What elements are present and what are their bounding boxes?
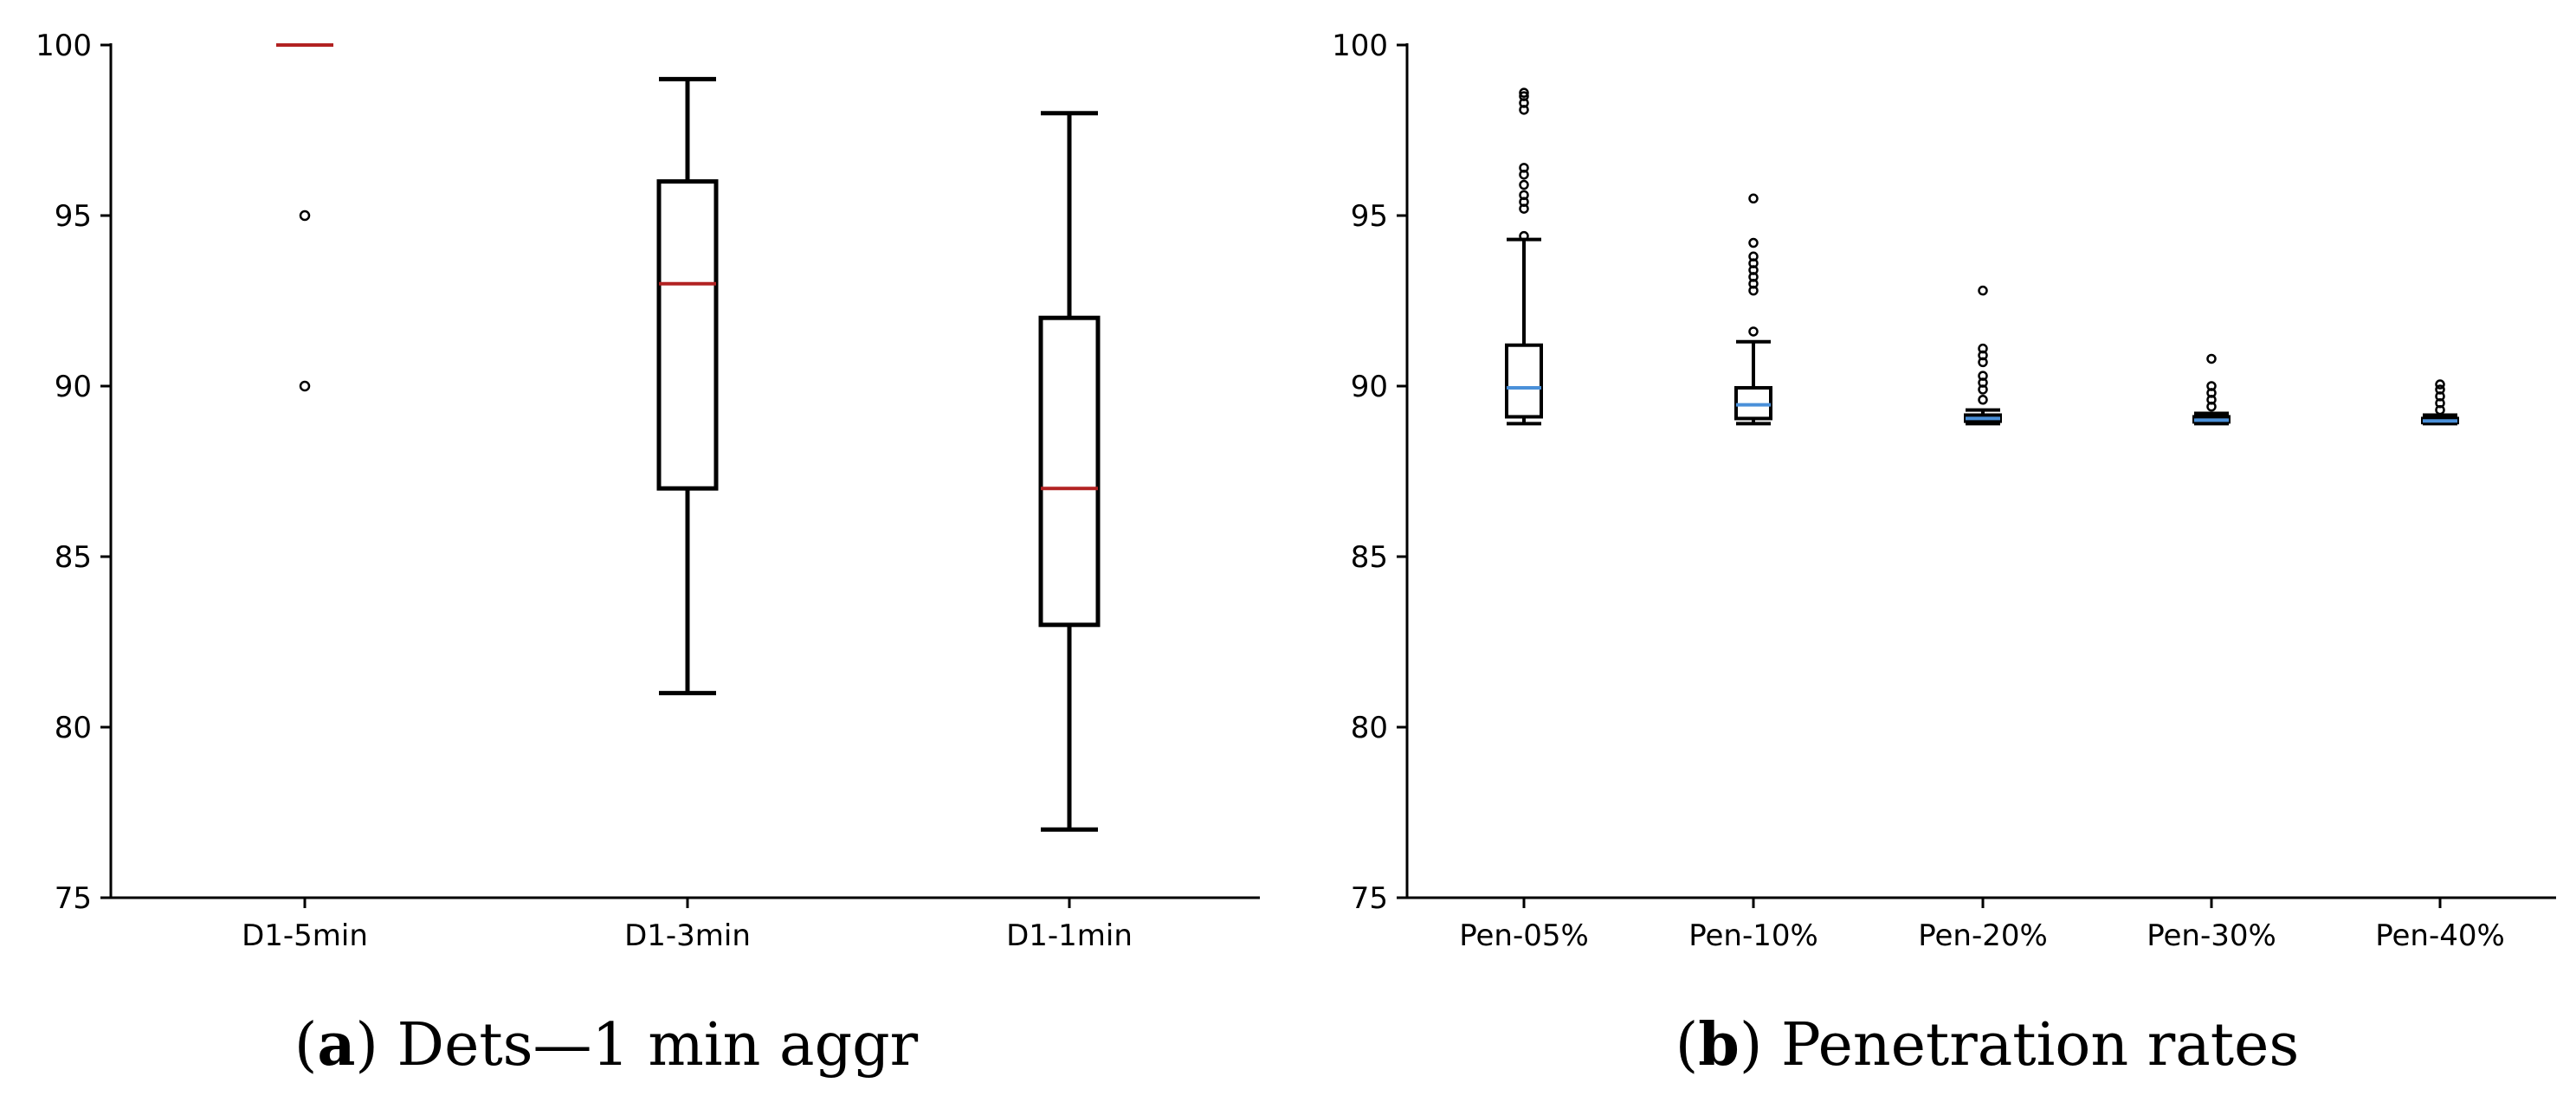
outlier-point <box>1748 237 1759 248</box>
x-tick-label: Pen-30% <box>2147 918 2276 953</box>
y-tick-label: 75 <box>55 881 92 916</box>
panel-caption-letter: b <box>1698 1010 1740 1080</box>
outlier-point <box>1519 163 1529 173</box>
outlier-point <box>2435 384 2445 395</box>
outlier-point <box>1519 91 1529 101</box>
outlier-point <box>1978 343 1988 354</box>
y-tick-label: 90 <box>1351 370 1388 404</box>
box-pen-20-: Pen-20% <box>1918 285 2048 953</box>
box-d1-1min: D1-1min <box>1006 111 1133 953</box>
box-d1-3min: D1-3min <box>624 76 751 953</box>
y-tick-label: 90 <box>55 370 92 404</box>
y-tick-label: 95 <box>55 199 92 234</box>
outlier-point <box>1748 326 1759 337</box>
iqr-box <box>1038 315 1101 628</box>
box-pen-30-: Pen-30% <box>2147 353 2276 953</box>
x-tick-label: D1-5min <box>242 918 368 953</box>
box-pen-10-: Pen-10% <box>1688 193 1818 953</box>
box-d1-5min: D1-5min <box>242 43 368 953</box>
y-tick-label: 95 <box>1351 199 1388 234</box>
outlier-point <box>1748 193 1759 204</box>
outlier-point <box>1519 179 1529 190</box>
outlier-point <box>1519 87 1529 98</box>
panel-caption: (a) Dets—1 min aggr <box>294 1010 919 1080</box>
iqr-box <box>656 179 719 491</box>
panel-caption: (b) Penetration rates <box>1675 1010 2300 1080</box>
outlier-point <box>1978 395 1988 405</box>
panel-caption-text: ) Penetration rates <box>1740 1011 2299 1080</box>
box-pen-40-: Pen-40% <box>2375 379 2505 953</box>
y-tick-label: 85 <box>55 540 92 575</box>
y-tick-label: 100 <box>1332 29 1388 63</box>
outlier-point <box>1978 285 1988 296</box>
x-tick-label: D1-1min <box>1006 918 1133 953</box>
panel-caption-letter: a <box>317 1010 355 1080</box>
x-tick-label: Pen-20% <box>1918 918 2048 953</box>
y-tick-label: 75 <box>1351 881 1388 916</box>
outlier-point <box>2206 353 2217 364</box>
outlier-point <box>299 380 311 392</box>
box-pen-05-: Pen-05% <box>1459 87 1589 953</box>
outlier-point <box>2435 379 2445 390</box>
panel-a-dets-aggregation: 75 80 85 90 95 100 D1-5min D1-3min D1-1min (a) De… <box>36 29 1260 1080</box>
iqr-box <box>1505 343 1543 419</box>
panel-caption-text: ) Dets—1 min aggr <box>355 1011 918 1080</box>
outlier-point <box>1748 251 1759 262</box>
y-tick-label: 100 <box>36 29 92 63</box>
y-tick-label: 80 <box>1351 711 1388 745</box>
outlier-point <box>1519 230 1529 242</box>
outlier-point <box>1519 190 1529 201</box>
x-tick-label: Pen-10% <box>1688 918 1818 953</box>
outlier-point <box>299 209 311 222</box>
panel-b-penetration-rates: 75 80 85 90 95 100 Pen-05% Pen-10% Pen-20% Pen-30… <box>1332 29 2556 1080</box>
x-tick-label: Pen-40% <box>2375 918 2505 953</box>
outlier-point <box>1978 371 1988 381</box>
x-tick-label: D1-3min <box>624 918 751 953</box>
outlier-point <box>2206 381 2217 391</box>
x-tick-label: Pen-05% <box>1459 918 1589 953</box>
y-tick-label: 85 <box>1351 540 1388 575</box>
y-tick-label: 80 <box>55 711 92 745</box>
